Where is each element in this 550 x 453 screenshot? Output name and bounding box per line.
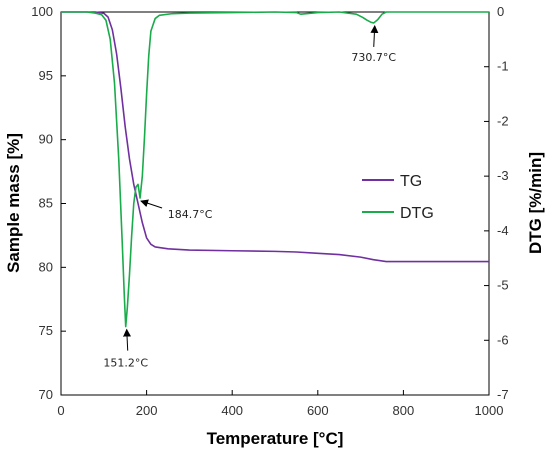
x-tick-label: 200	[136, 403, 158, 418]
legend: TG DTG	[362, 173, 434, 222]
y2-tick-label: -5	[497, 278, 509, 293]
x-tick-label: 600	[307, 403, 329, 418]
x-tick-label: 400	[221, 403, 243, 418]
y2-tick-label: -2	[497, 113, 509, 128]
y2-axis-title: DTG [%/min]	[526, 152, 545, 254]
x-tick-label: 800	[393, 403, 415, 418]
annotation-label: 184.7°C	[168, 208, 213, 221]
y2-tick-label: -4	[497, 223, 509, 238]
y-tick-label: 75	[39, 323, 53, 338]
annotation-arrow	[370, 24, 379, 47]
annotations: 151.2°C 184.7°C 730.7°C	[103, 24, 396, 370]
y-tick-label: 80	[39, 259, 53, 274]
legend-label-dtg: DTG	[400, 205, 434, 222]
y-tick-label: 70	[39, 387, 53, 402]
x-tick-label: 1000	[475, 403, 504, 418]
annotation-arrow	[123, 328, 132, 351]
annotation-label: 151.2°C	[103, 357, 148, 370]
series-layer	[61, 11, 489, 328]
y-tick-label: 95	[39, 68, 53, 83]
legend-label-tg: TG	[400, 173, 422, 190]
series-line-dtg	[61, 11, 489, 328]
y2-tick-label: -3	[497, 168, 509, 183]
x-axis: 0 200 400 600 800 1000	[57, 390, 503, 418]
right-y-axis: -7 -6 -5 -4 -3 -2 -1 0	[484, 4, 509, 402]
y-tick-label: 100	[31, 4, 53, 19]
y-tick-label: 85	[39, 196, 53, 211]
series-line-tg	[61, 11, 489, 263]
y-tick-label: 90	[39, 132, 53, 147]
plot-area	[60, 11, 490, 396]
x-tick-label: 0	[57, 403, 64, 418]
left-y-axis: 70 75 80 85 90 95 100	[31, 4, 66, 402]
y2-tick-label: -1	[497, 59, 509, 74]
annotation-label: 730.7°C	[351, 51, 396, 64]
x-axis-title: Temperature [°C]	[207, 429, 344, 448]
y2-tick-label: 0	[497, 4, 504, 19]
y-axis-title: Sample mass [%]	[4, 133, 23, 273]
y2-tick-label: -7	[497, 387, 509, 402]
annotation-arrow	[140, 199, 163, 209]
y2-tick-label: -6	[497, 332, 509, 347]
